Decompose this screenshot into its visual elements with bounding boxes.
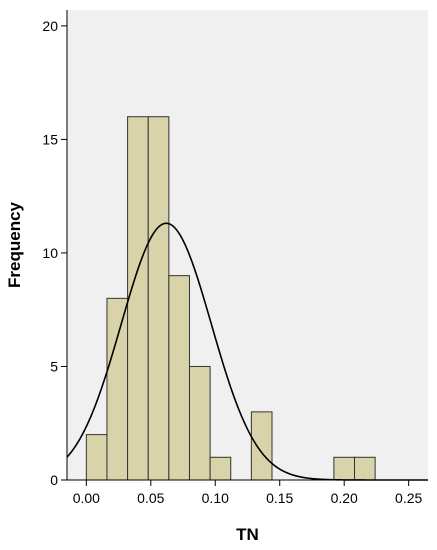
- y-tick-label-4: 20: [42, 18, 58, 34]
- x-tick-label-0: 0.00: [73, 490, 100, 506]
- histogram-bar-13: [354, 456, 376, 481]
- histogram-bar-6: [209, 456, 232, 481]
- y-tick-label-2: 10: [42, 245, 58, 261]
- x-tick-label-1: 0.05: [137, 490, 164, 506]
- x-tick-label-4: 0.20: [331, 490, 358, 506]
- histogram-bar-8: [250, 411, 273, 481]
- histogram-bar-2: [127, 116, 149, 481]
- histogram-bar-5: [188, 365, 211, 481]
- y-axis: 0 5 10 15 20: [42, 10, 68, 488]
- y-tick-label-3: 15: [42, 131, 58, 147]
- histogram-bar-0: [85, 434, 108, 481]
- histogram-bar-4: [168, 275, 190, 481]
- x-tick-label-5: 0.25: [395, 490, 422, 506]
- x-axis: 0.00 0.05 0.10 0.15 0.20 0.25: [67, 479, 428, 506]
- histogram-bar-3: [147, 116, 170, 481]
- bars-group: [85, 116, 376, 481]
- y-axis-title: Frequency: [5, 201, 24, 288]
- histogram-bar-1: [106, 297, 129, 481]
- x-tick-label-3: 0.15: [266, 490, 293, 506]
- y-tick-label-1: 5: [50, 358, 58, 374]
- x-axis-title: TN: [236, 525, 259, 544]
- histogram-bar-12: [333, 456, 356, 481]
- x-tick-label-2: 0.10: [202, 490, 229, 506]
- y-tick-label-0: 0: [50, 472, 58, 488]
